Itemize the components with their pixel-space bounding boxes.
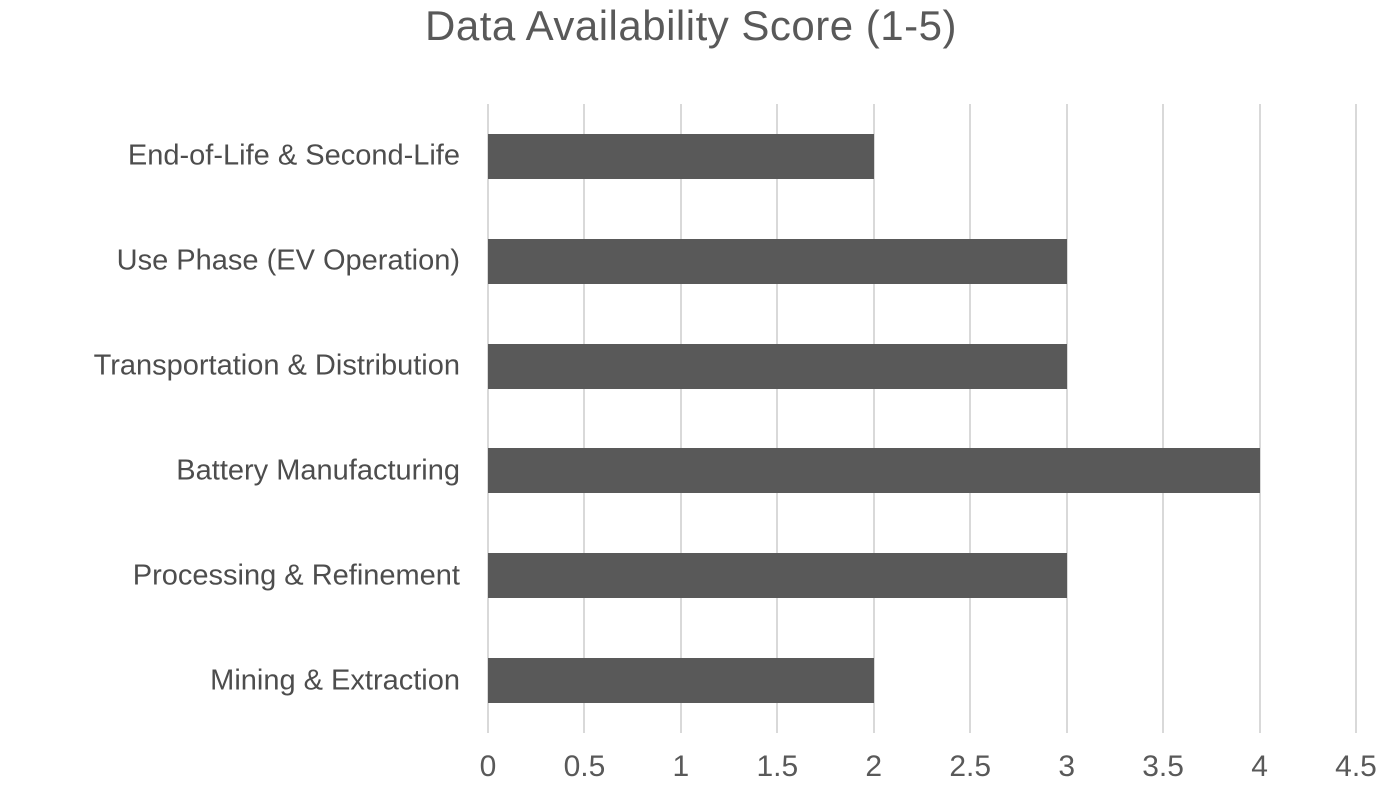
category-label-4: Battery Manufacturing (176, 454, 460, 487)
xtick-label-4.5: 4.5 (1335, 750, 1377, 783)
gridline-x-4.5 (1355, 104, 1357, 733)
gridline-x-0 (487, 104, 489, 733)
category-label-1: End-of-Life & Second-Life (127, 139, 460, 172)
bar-5 (488, 553, 1067, 599)
category-label-2: Use Phase (EV Operation) (116, 244, 460, 277)
gridline-x-0.5 (583, 104, 586, 733)
chart-title: Data Availability Score (1-5) (425, 2, 957, 49)
gridline-x-3.5 (1162, 104, 1165, 733)
plot-area (487, 104, 1357, 733)
gridline-x-1.5 (776, 104, 779, 733)
xtick-label-0: 0 (479, 750, 497, 783)
gridline-x-3 (1065, 104, 1068, 733)
xtick-label-2.5: 2.5 (949, 750, 992, 783)
bar-6 (488, 658, 874, 704)
gridline-x-1 (679, 104, 682, 733)
xtick-label-0.5: 0.5 (563, 750, 606, 783)
category-label-3: Transportation & Distribution (93, 349, 460, 382)
bar-1 (488, 133, 874, 179)
category-label-5: Processing & Refinement (132, 559, 460, 592)
gridline-x-2.5 (969, 104, 972, 733)
category-label-6: Mining & Extraction (210, 664, 460, 697)
gridline-x-4 (1258, 104, 1261, 733)
xtick-label-1: 1 (672, 750, 690, 783)
xtick-label-2: 2 (865, 750, 883, 783)
gridline-x-2 (872, 104, 875, 733)
bar-4 (488, 448, 1260, 494)
bar-2 (488, 238, 1067, 284)
xtick-label-3: 3 (1058, 750, 1075, 783)
xtick-label-4: 4 (1251, 750, 1268, 783)
xtick-label-1.5: 1.5 (756, 750, 799, 783)
xtick-label-3.5: 3.5 (1142, 750, 1184, 783)
bar-3 (488, 343, 1067, 389)
